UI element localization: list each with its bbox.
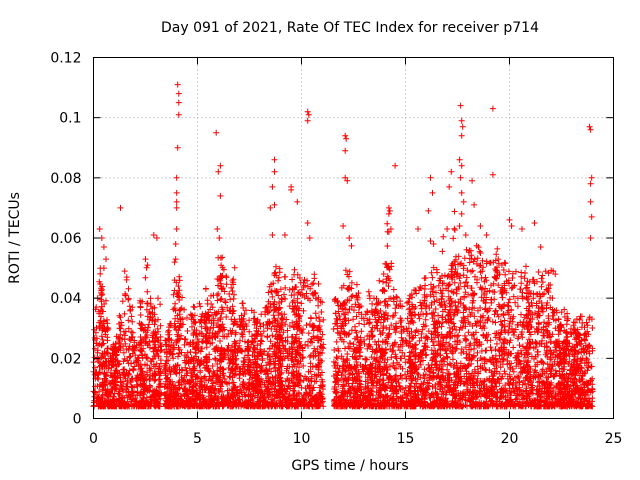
x-tick-label: 10 bbox=[293, 431, 311, 447]
axis-ticks bbox=[93, 57, 614, 419]
y-tick-label: 0.04 bbox=[50, 291, 81, 307]
y-tick-label: 0.1 bbox=[59, 111, 81, 127]
y-axis-label: ROTI / TECUs bbox=[7, 192, 23, 284]
scatter-points bbox=[90, 81, 596, 410]
roti-markers bbox=[90, 81, 596, 410]
x-axis-label: GPS time / hours bbox=[291, 458, 408, 474]
y-tick-label: 0.12 bbox=[50, 51, 81, 67]
y-tick-label: 0.02 bbox=[50, 351, 81, 367]
y-tick-label: 0 bbox=[73, 412, 82, 428]
y-tick-label: 0.06 bbox=[50, 231, 81, 247]
y-tick-label: 0.08 bbox=[50, 171, 81, 187]
x-tick-label: 25 bbox=[605, 431, 623, 447]
x-tick-label: 0 bbox=[89, 431, 98, 447]
y-tick-labels: 0 0.02 0.04 0.06 0.08 0.1 0.12 bbox=[50, 51, 81, 428]
x-tick-label: 20 bbox=[501, 431, 519, 447]
x-tick-labels: 0 5 10 15 20 25 bbox=[89, 431, 622, 447]
x-tick-label: 15 bbox=[397, 431, 415, 447]
x-tick-label: 5 bbox=[193, 431, 202, 447]
chart-title: Day 091 of 2021, Rate Of TEC Index for r… bbox=[161, 20, 539, 36]
